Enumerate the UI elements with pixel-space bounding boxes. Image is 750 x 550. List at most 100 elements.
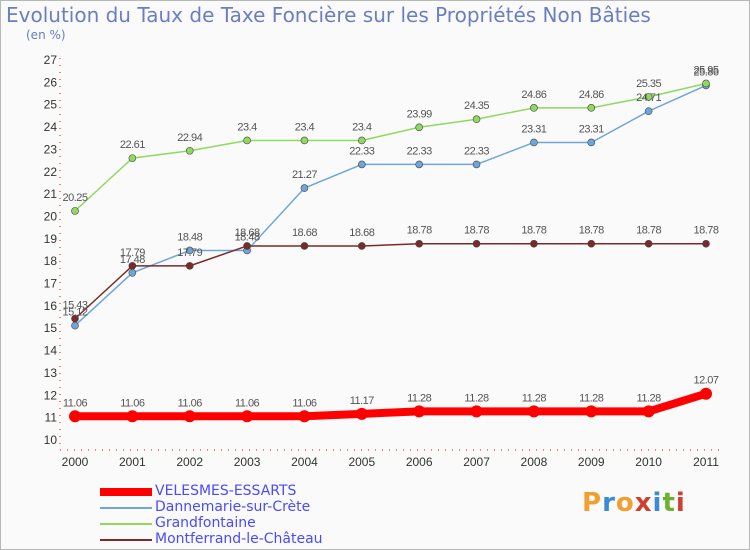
data-label: 11.06: [235, 397, 260, 409]
data-label: 25.35: [636, 78, 661, 90]
data-point: [585, 405, 598, 418]
data-point: [300, 242, 309, 250]
data-label: 11.28: [522, 392, 547, 404]
data-point: [587, 138, 596, 147]
legend-label: VELESMES-ESSARTS: [155, 483, 297, 499]
data-label: 18.68: [292, 227, 317, 239]
data-label: 11.06: [292, 397, 317, 409]
data-label: 18.78: [636, 225, 661, 237]
series-line: [74, 242, 707, 320]
data-label: 17.79: [177, 247, 202, 259]
data-label: 18.78: [464, 225, 489, 237]
data-label: 18.78: [693, 225, 718, 237]
data-point: [702, 79, 710, 88]
data-point: [128, 262, 137, 270]
data-point: [527, 405, 540, 418]
series-line: [74, 84, 707, 327]
data-label: 20.25: [62, 192, 87, 204]
legend-swatch: [100, 539, 152, 541]
data-label: 24.86: [579, 89, 604, 101]
data-point: [644, 107, 653, 115]
y-tick-label: 14: [44, 344, 58, 358]
data-label: 11.06: [63, 397, 88, 409]
logo-letter: o: [615, 488, 635, 518]
data-point: [298, 410, 311, 423]
x-tick-label: 2007: [463, 455, 490, 469]
data-point: [241, 410, 254, 423]
data-point: [185, 246, 194, 255]
y-tick-label: 20: [44, 209, 58, 223]
y-tick-label: 12: [44, 388, 58, 402]
data-label: 11.06: [120, 397, 145, 409]
logo-letter: t: [662, 488, 676, 518]
chart-subtitle: (en %): [26, 28, 66, 42]
data-label: 12.07: [693, 375, 718, 387]
x-tick-label: 2001: [119, 455, 146, 469]
data-label: 17.79: [120, 247, 145, 259]
y-tick-label: 15: [44, 321, 58, 335]
data-point: [185, 262, 194, 270]
data-label: 11.28: [637, 392, 662, 404]
data-point: [71, 321, 79, 330]
data-label: 23.99: [407, 108, 432, 120]
y-tick-label: 27: [44, 53, 58, 67]
data-label: 24.71: [636, 92, 661, 104]
data-point: [183, 410, 196, 423]
x-tick-label: 2004: [291, 455, 318, 469]
data-label: 23.4: [295, 121, 315, 133]
data-point: [355, 407, 368, 420]
data-point: [300, 184, 309, 192]
data-label: 11.28: [464, 392, 489, 404]
data-label: 18.78: [407, 225, 432, 237]
data-label: 23.31: [579, 123, 604, 135]
y-tick-label: 21: [44, 187, 58, 201]
y-tick-label: 13: [44, 366, 58, 380]
data-label: 24.35: [464, 100, 489, 112]
x-tick-label: 2009: [578, 455, 605, 469]
data-point: [69, 410, 81, 423]
y-tick-label: 10: [44, 433, 58, 447]
data-point: [472, 239, 481, 248]
x-tick-label: 2010: [635, 455, 662, 469]
data-point: [644, 239, 653, 248]
data-point: [300, 136, 309, 145]
data-point: [472, 115, 481, 124]
data-label: 18.68: [235, 227, 260, 239]
logo-letter: i: [652, 488, 663, 518]
data-point: [415, 123, 423, 132]
series-line: [74, 82, 707, 212]
data-point: [243, 242, 251, 250]
data-label: 11.28: [407, 392, 432, 404]
logo-letter: i: [675, 488, 686, 518]
y-tick-label: 23: [44, 142, 58, 156]
data-point: [700, 387, 712, 400]
data-label: 18.78: [579, 225, 604, 237]
data-point: [71, 314, 79, 323]
y-tick-label: 16: [44, 299, 58, 313]
legend-swatch: [100, 523, 152, 525]
y-tick-label: 24: [44, 120, 58, 134]
data-label: 15.12: [62, 307, 87, 319]
data-point: [530, 104, 538, 112]
data-point: [128, 154, 137, 162]
x-tick-label: 2000: [62, 455, 89, 469]
data-label: 17.48: [120, 254, 145, 266]
data-point: [702, 239, 710, 248]
data-label: 23.31: [521, 123, 546, 135]
data-point: [413, 405, 426, 418]
data-point: [415, 239, 423, 248]
x-tick-label: 2006: [406, 455, 433, 469]
data-label: 23.4: [352, 121, 372, 133]
x-tick-label: 2002: [176, 455, 203, 469]
chart-title: Evolution du Taux de Taxe Foncière sur l…: [6, 3, 651, 27]
data-point: [415, 160, 423, 169]
data-point: [358, 160, 366, 169]
data-label: 18.68: [349, 227, 374, 239]
data-label: 25.86: [693, 66, 718, 78]
y-tick-label: 11: [45, 411, 58, 425]
data-point: [128, 268, 137, 277]
data-point: [358, 242, 366, 250]
data-label: 22.33: [349, 145, 374, 157]
